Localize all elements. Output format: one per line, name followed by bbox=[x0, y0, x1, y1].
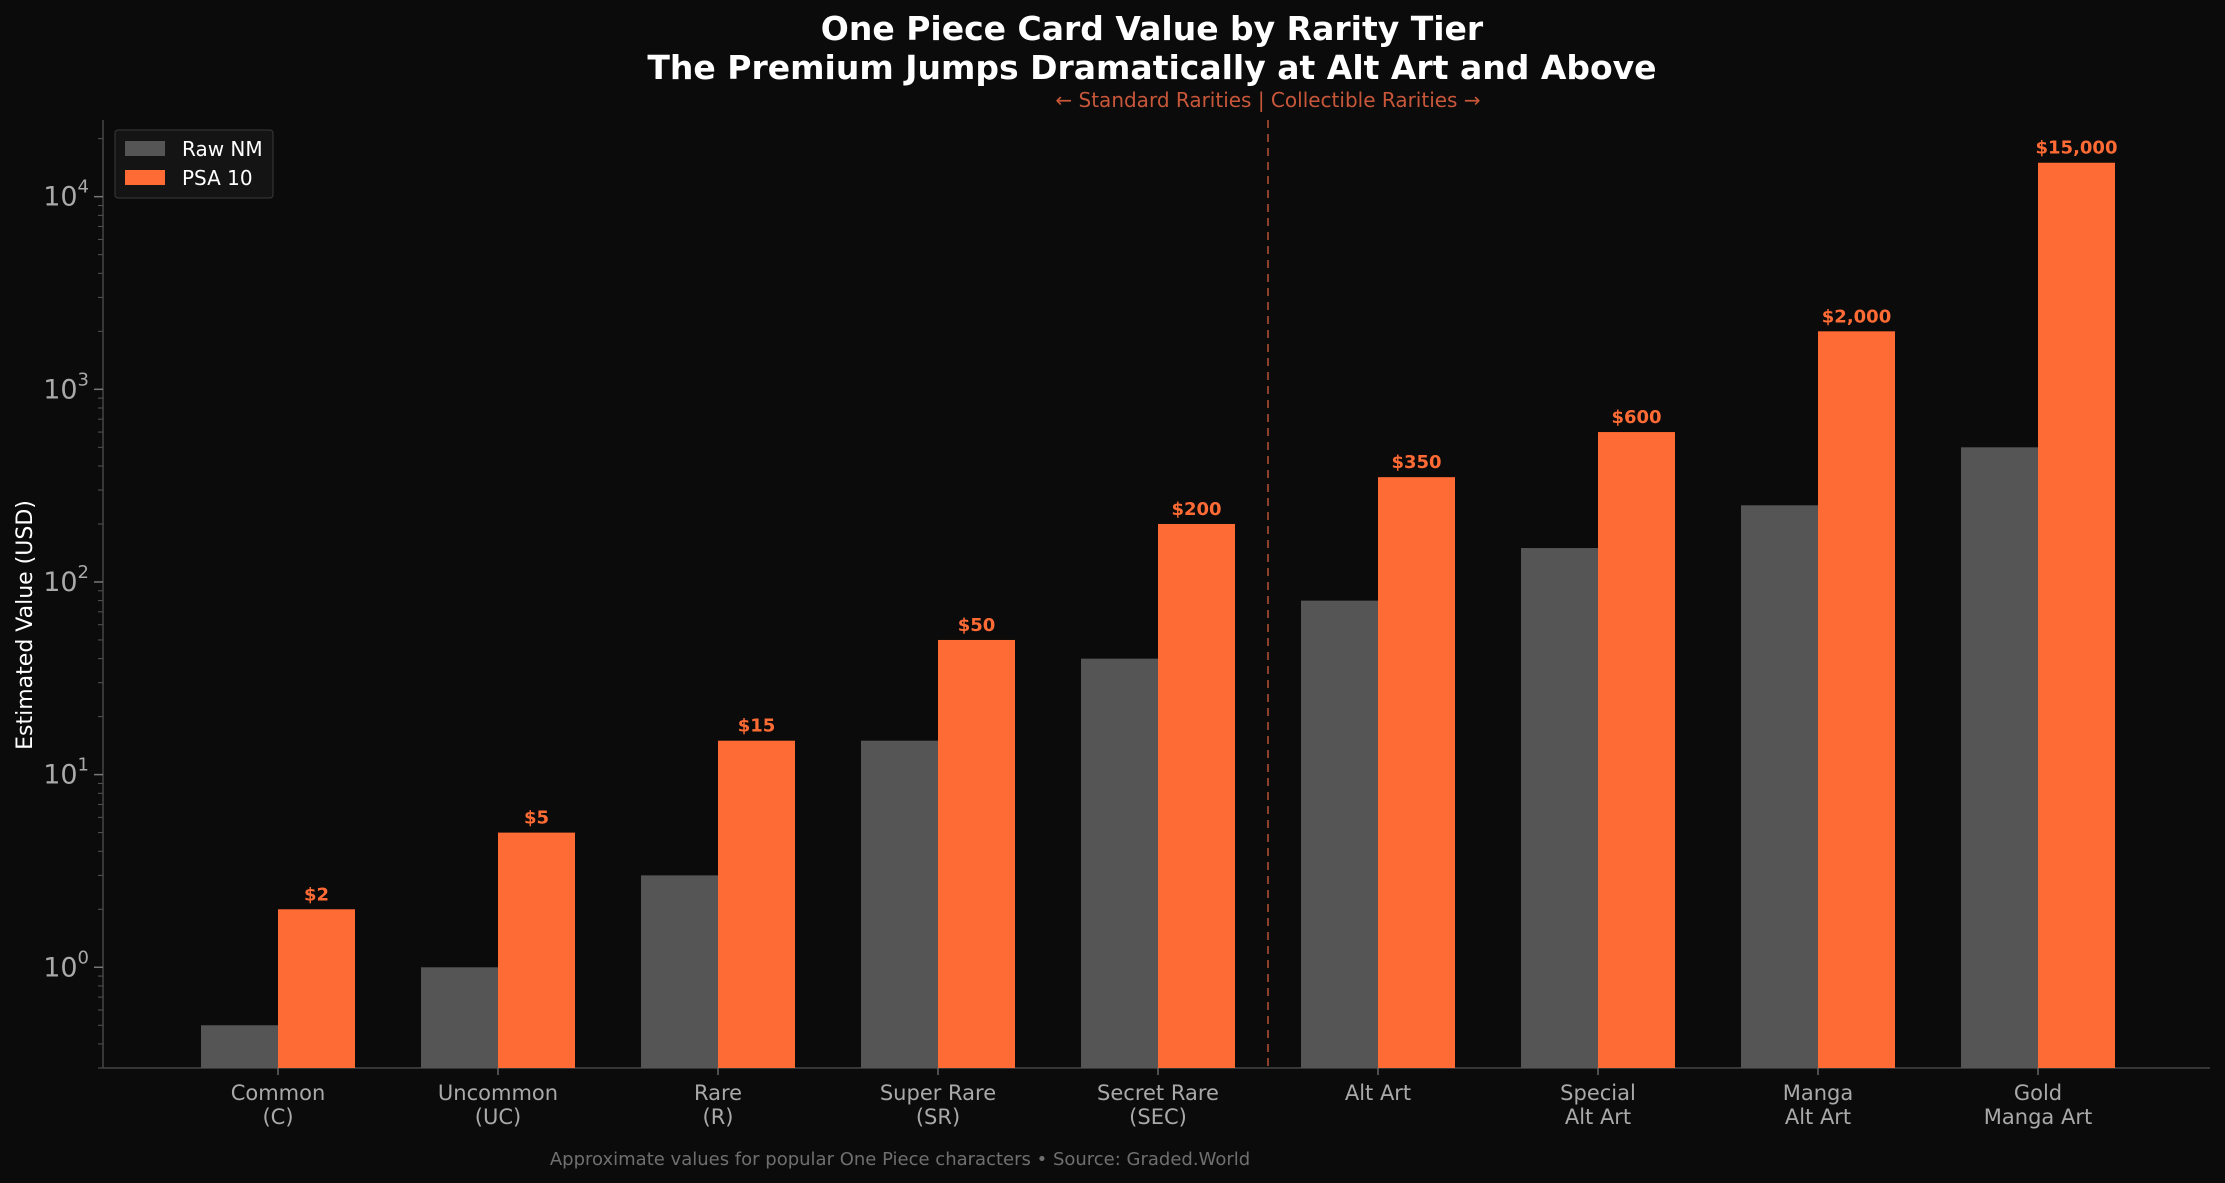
category-label: Alt Art bbox=[1345, 1081, 1411, 1105]
category-label: Manga bbox=[1783, 1081, 1854, 1105]
data-label: $2 bbox=[304, 884, 329, 905]
chart-title: One Piece Card Value by Rarity Tier bbox=[821, 9, 1484, 48]
bar-psa-10 bbox=[938, 639, 1015, 1068]
bar-psa-10 bbox=[1158, 523, 1235, 1068]
category-label: (SR) bbox=[916, 1105, 960, 1129]
data-label: $350 bbox=[1391, 452, 1441, 473]
category-label: Rare bbox=[694, 1081, 742, 1105]
footer-note: Approximate values for popular One Piece… bbox=[550, 1149, 1250, 1170]
bar-raw-nm bbox=[861, 740, 938, 1068]
category-label: Uncommon bbox=[438, 1081, 558, 1105]
bar-psa-10 bbox=[2038, 162, 2115, 1068]
legend-label-psa-10: PSA 10 bbox=[182, 166, 253, 190]
category-label: Secret Rare bbox=[1097, 1081, 1219, 1105]
bar-psa-10 bbox=[1378, 477, 1455, 1069]
legend-swatch-psa-10 bbox=[125, 170, 165, 185]
category-label: Special bbox=[1560, 1081, 1636, 1105]
bar-raw-nm bbox=[1081, 658, 1158, 1068]
bar-raw-nm bbox=[1961, 447, 2038, 1068]
data-label: $50 bbox=[958, 615, 996, 636]
bar-raw-nm bbox=[1741, 505, 1818, 1068]
data-label: $2,000 bbox=[1822, 306, 1891, 327]
bar-psa-10 bbox=[498, 832, 575, 1068]
data-label: $600 bbox=[1611, 407, 1661, 428]
divider-label: ← Standard Rarities | Collectible Rariti… bbox=[1055, 88, 1480, 112]
category-label: (UC) bbox=[475, 1105, 521, 1129]
bar-psa-10 bbox=[718, 740, 795, 1068]
bar-psa-10 bbox=[1598, 432, 1675, 1068]
category-label: Alt Art bbox=[1785, 1105, 1851, 1129]
data-label: $15,000 bbox=[2036, 138, 2118, 159]
category-label: Gold bbox=[2014, 1081, 2062, 1105]
legend-label-raw-nm: Raw NM bbox=[182, 137, 263, 161]
bar-raw-nm bbox=[201, 1025, 278, 1068]
bar-psa-10 bbox=[1818, 331, 1895, 1068]
data-label: $15 bbox=[738, 716, 776, 737]
data-label: $5 bbox=[524, 808, 549, 829]
bar-raw-nm bbox=[421, 967, 498, 1068]
bar-raw-nm bbox=[1521, 548, 1598, 1068]
category-label: Common bbox=[231, 1081, 326, 1105]
category-label: Manga Art bbox=[1984, 1105, 2092, 1129]
category-label: Super Rare bbox=[880, 1081, 996, 1105]
y-axis-label: Estimated Value (USD) bbox=[13, 500, 38, 750]
bar-raw-nm bbox=[1301, 600, 1378, 1068]
legend-swatch-raw-nm bbox=[125, 141, 165, 156]
category-label: (C) bbox=[262, 1105, 293, 1129]
y-tick-label-0: 100 bbox=[43, 947, 89, 983]
y-tick-label-1: 101 bbox=[43, 755, 89, 791]
bar-raw-nm bbox=[641, 875, 718, 1068]
plot-area: 100101102103104$2Common(C)$5Uncommon(UC)… bbox=[43, 120, 2210, 1129]
category-label: (R) bbox=[703, 1105, 734, 1129]
category-label: (SEC) bbox=[1129, 1105, 1187, 1129]
legend: Raw NM PSA 10 bbox=[114, 129, 274, 199]
bar-psa-10 bbox=[278, 909, 355, 1068]
data-label: $200 bbox=[1171, 499, 1221, 520]
category-label: Alt Art bbox=[1565, 1105, 1631, 1129]
chart-subtitle: The Premium Jumps Dramatically at Alt Ar… bbox=[647, 48, 1656, 87]
